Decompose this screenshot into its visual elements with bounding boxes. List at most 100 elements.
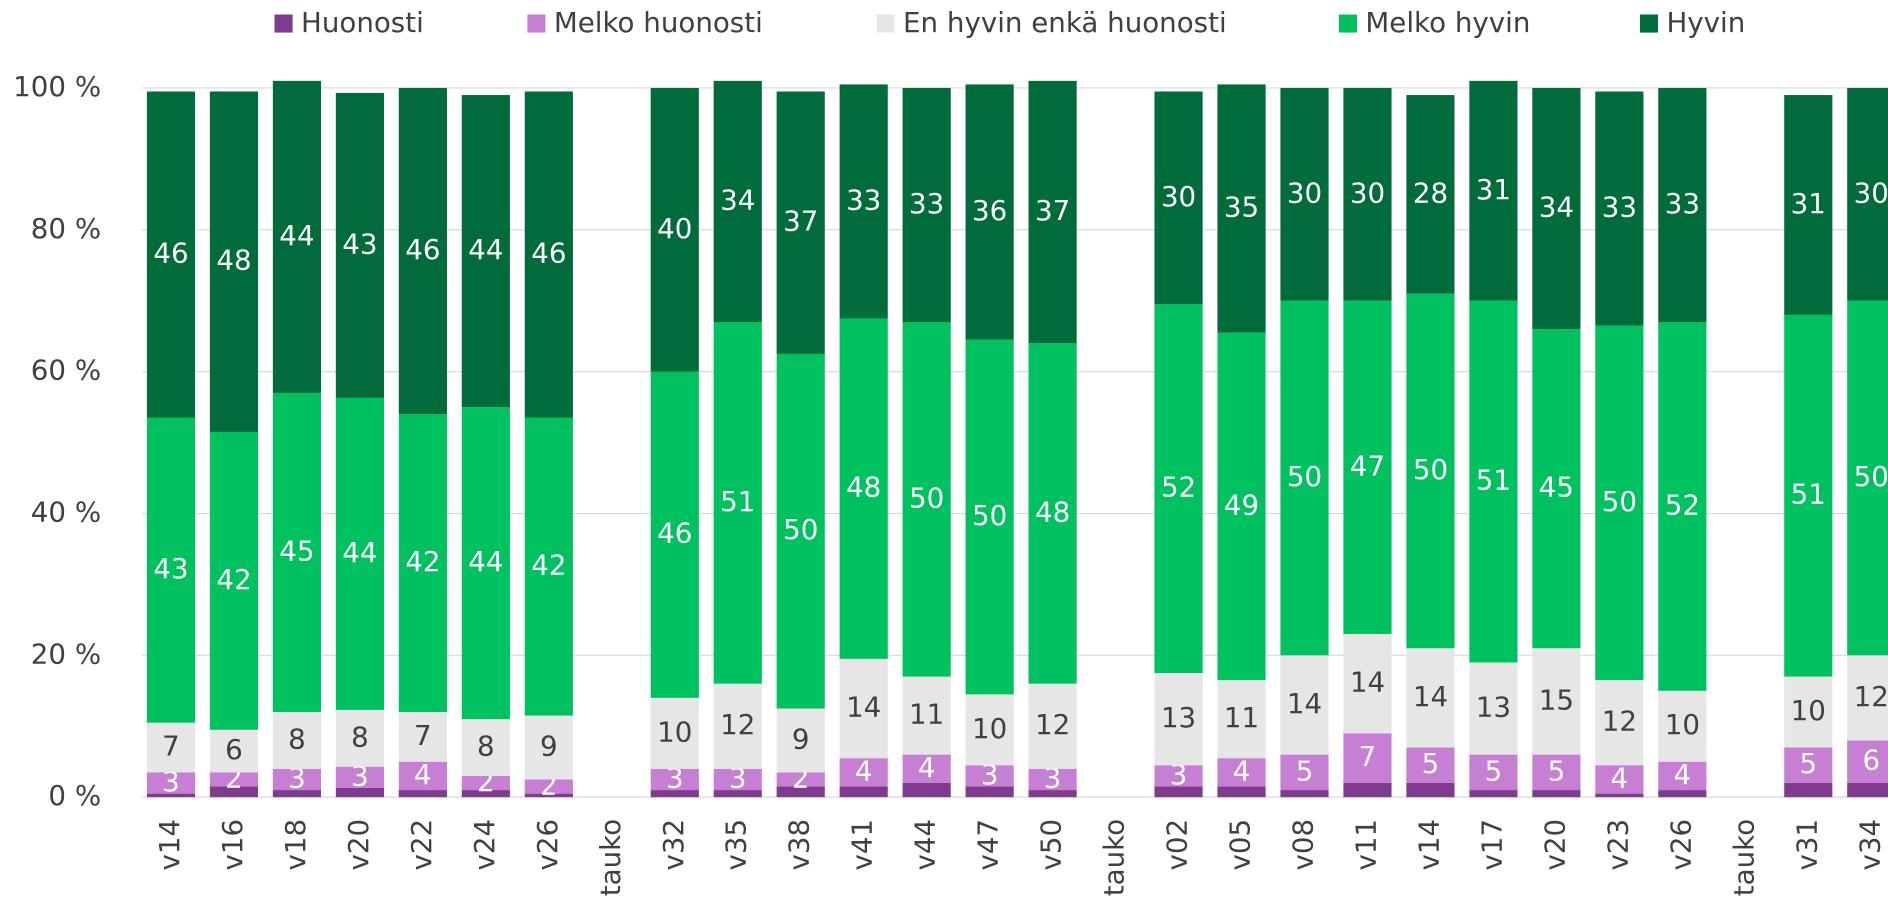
bar-segment — [1469, 300, 1518, 663]
bar-segment — [902, 321, 951, 677]
x-tick-label: v44 — [909, 819, 942, 871]
data-label: 36 — [972, 194, 1007, 227]
bar-segment — [1658, 790, 1707, 798]
data-label: 52 — [1161, 471, 1196, 504]
data-label: 49 — [1224, 488, 1259, 521]
bar-segment — [1280, 87, 1329, 301]
bar-segment — [335, 766, 384, 788]
data-label: 33 — [1602, 191, 1637, 224]
bar-segment — [713, 80, 762, 322]
bar-segment — [902, 87, 951, 322]
bar-segment — [1280, 790, 1329, 798]
data-label: 8 — [351, 720, 369, 753]
x-tick-label: v50 — [1035, 819, 1068, 871]
data-label: 11 — [909, 698, 944, 731]
data-label: 30 — [1350, 176, 1385, 209]
x-tick-label: v14 — [1412, 819, 1445, 871]
data-label: 50 — [1287, 460, 1322, 493]
data-label: 4 — [1674, 758, 1692, 791]
bar-segment — [1847, 87, 1888, 301]
bar-segment — [902, 782, 951, 798]
legend-swatch — [876, 14, 895, 33]
x-tick-label: v31 — [1790, 819, 1823, 871]
data-label: 45 — [1539, 471, 1574, 504]
bar-segment — [1784, 747, 1833, 783]
data-label: 7 — [162, 730, 180, 763]
data-label: 9 — [792, 722, 810, 755]
x-tick-label: v24 — [468, 819, 501, 871]
bar-segment — [1532, 329, 1581, 649]
bar-segment — [650, 87, 699, 372]
data-label: 3 — [729, 761, 747, 794]
x-tick-label: v14 — [153, 819, 186, 871]
bar-segment — [1595, 325, 1644, 681]
data-label: 15 — [1539, 683, 1574, 716]
y-tick-label: 0 % — [48, 779, 101, 812]
bar-segment — [1532, 87, 1581, 330]
x-tick-label: v38 — [783, 819, 816, 871]
bar-segment — [1028, 80, 1077, 344]
bar-segment — [1469, 80, 1518, 301]
data-label: 37 — [1035, 194, 1070, 227]
bar-segment — [1280, 300, 1329, 656]
bar-segment — [839, 318, 888, 659]
bar-segment — [461, 719, 510, 776]
legend-label: En hyvin enkä huonosti — [903, 6, 1227, 39]
data-label: 8 — [288, 722, 306, 755]
y-tick-label: 20 % — [31, 637, 101, 670]
bar-segment — [1784, 95, 1833, 315]
data-label: 42 — [405, 545, 440, 578]
data-label: 48 — [1035, 495, 1070, 528]
data-label: 10 — [1791, 694, 1826, 727]
bar-segment — [524, 779, 573, 794]
data-label: 3 — [351, 759, 369, 792]
data-label: 14 — [1350, 666, 1385, 699]
bar-segment — [524, 91, 573, 418]
data-label: 52 — [1665, 488, 1700, 521]
bar-segment — [1658, 690, 1707, 762]
data-label: 45 — [279, 534, 314, 567]
data-label: 44 — [468, 233, 503, 266]
data-label: 51 — [1791, 478, 1826, 511]
bar-segment — [1784, 314, 1833, 677]
bar-segment — [209, 431, 259, 730]
bar-segment — [461, 95, 510, 408]
legend-label: Melko huonosti — [554, 6, 763, 39]
x-tick-label: v16 — [216, 819, 249, 871]
data-label: 44 — [279, 219, 314, 252]
data-label: 5 — [1296, 754, 1314, 787]
bar-segment — [713, 768, 762, 791]
data-label: 34 — [1539, 191, 1574, 224]
bar-segment — [1406, 747, 1455, 783]
bar-segment — [398, 761, 447, 791]
data-label: 3 — [666, 761, 684, 794]
data-label: 10 — [972, 712, 1007, 745]
bar-segment — [146, 722, 196, 773]
data-label: 28 — [1413, 176, 1448, 209]
data-label: 13 — [1161, 701, 1196, 734]
data-label: 4 — [1233, 754, 1251, 787]
bar-segment — [650, 697, 699, 769]
bar-segment — [146, 793, 196, 798]
bar-segment — [272, 392, 322, 713]
data-label: 33 — [909, 187, 944, 220]
data-label: 4 — [918, 751, 936, 784]
bar-segment — [1847, 782, 1888, 798]
bar-segment — [272, 80, 322, 393]
legend-swatch — [527, 14, 546, 33]
bar-segment — [335, 787, 384, 798]
legend-swatch — [1639, 14, 1659, 33]
x-tick-label: v32 — [657, 819, 690, 871]
bar-segment — [902, 676, 951, 755]
data-label: 12 — [1035, 708, 1070, 741]
bar-segment — [1469, 754, 1518, 791]
data-label: 11 — [1224, 701, 1259, 734]
bar-segment — [1406, 782, 1455, 798]
x-tick-label: v02 — [1161, 819, 1194, 871]
data-label: 3 — [1044, 761, 1062, 794]
data-label: 50 — [1854, 460, 1888, 493]
bar-segment — [1343, 733, 1392, 783]
bar-segment — [1154, 91, 1203, 305]
bar-segment — [272, 768, 322, 791]
